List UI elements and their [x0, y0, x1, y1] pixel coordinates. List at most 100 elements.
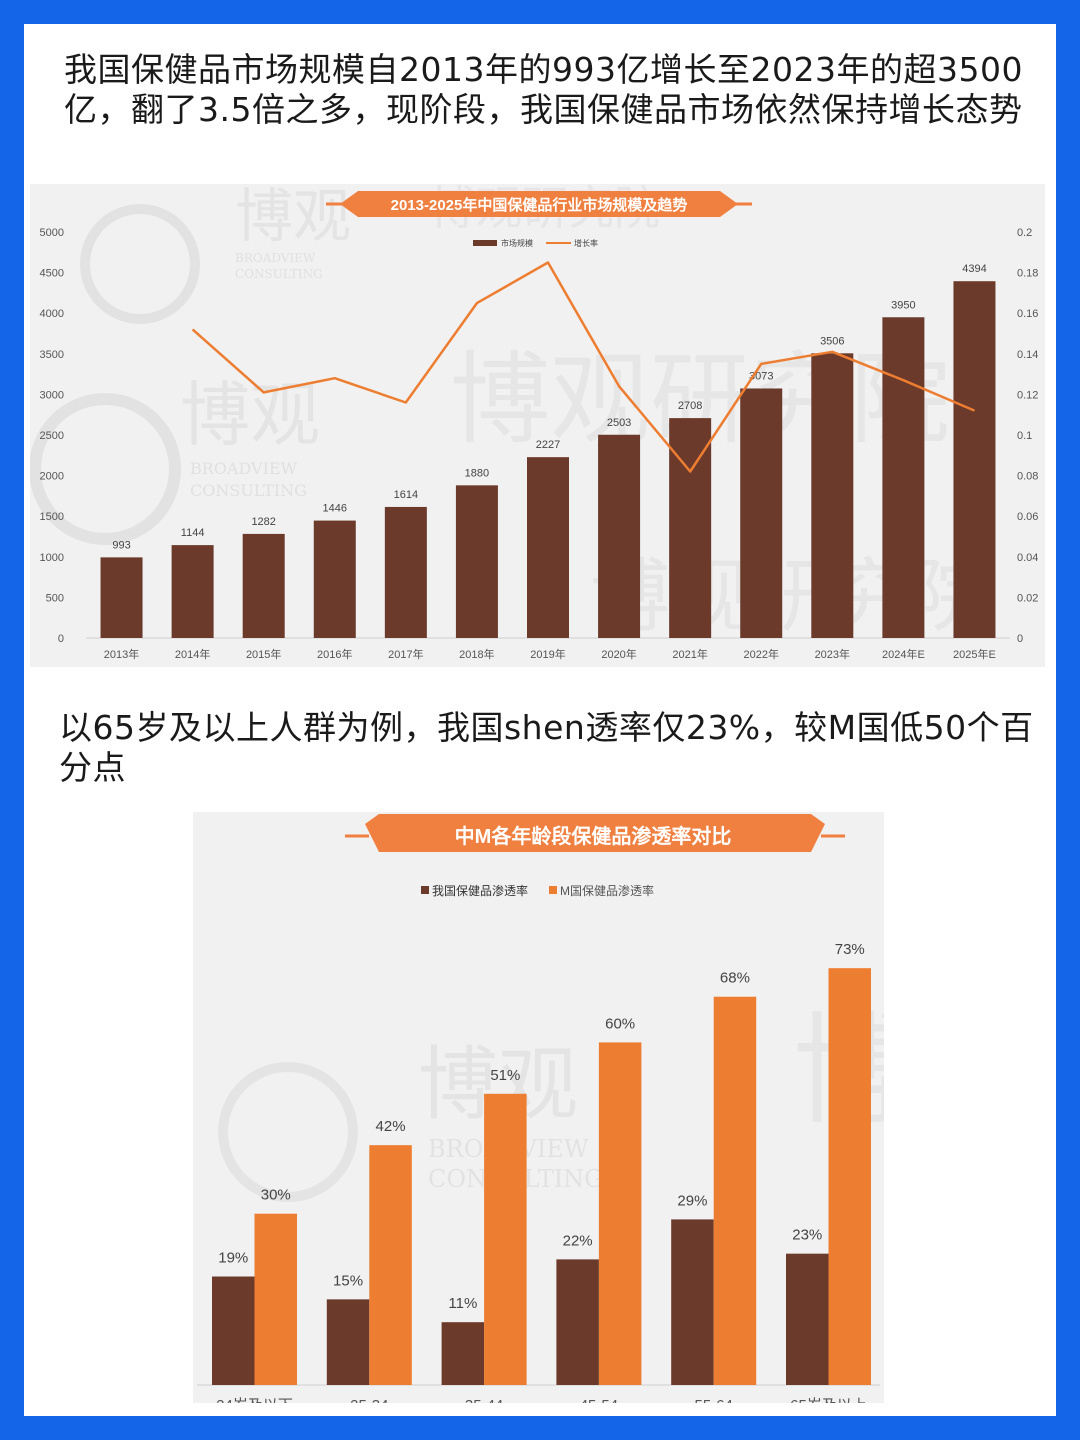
watermark-brand-en-4: CONSULTING: [190, 481, 307, 500]
y-left-tick-3: 1500: [40, 511, 64, 523]
x-label-4: 55-64: [695, 1397, 733, 1403]
y-right-tick-7: 0.14: [1017, 349, 1038, 361]
chart2-watermark: 博观 BROADVIEW CONSULTING 博观: [218, 1002, 884, 1202]
bar-label-0: 993: [112, 539, 130, 551]
chart1-bar-labels: 9931144128214461614188022272503270830733…: [112, 263, 986, 551]
chart1-y-axis-left: 0 500 1000 1500 2000 2500 3000 3500 4000 4500 5000: [40, 227, 64, 645]
market-size-chart: 博观 BROADVIEW CONSULTING 博观 BROADVIEW CON…: [30, 184, 1045, 667]
y-left-tick-0: 0: [58, 633, 64, 645]
bar-market-size-11: [882, 317, 925, 638]
watermark-brand-cn: 博观: [235, 184, 351, 250]
legend-swatch-cn: [421, 886, 429, 894]
x-label-8: 2021年: [672, 647, 707, 661]
bar-m-0: [254, 1213, 297, 1385]
y-left-tick-1: 500: [46, 592, 64, 604]
chart1-title: 2013-2025年中国保健品行业市场规模及趋势: [391, 196, 688, 214]
x-label-5: 2018年: [459, 647, 494, 661]
bar-label-cn-3: 22%: [563, 1232, 593, 1249]
legend-label-growth-rate: 增长率: [574, 238, 598, 248]
bar-label-2: 1282: [251, 516, 275, 528]
chart2-legend: 我国保健品渗透率 M国保健品渗透率: [421, 883, 654, 898]
bar-label-8: 2708: [678, 400, 702, 412]
bar-cn-4: [671, 1219, 714, 1385]
x-label-1: 2014年: [175, 647, 210, 661]
x-label-4: 2017年: [388, 647, 423, 661]
y-left-tick-4: 2000: [40, 471, 64, 483]
legend-swatch-market-size: [473, 240, 497, 246]
y-right-tick-10: 0.2: [1017, 227, 1032, 239]
chart2-x-labels: 24岁及以下 25-34 35-44 45-54 55-64 65岁及以上: [216, 1397, 867, 1403]
y-right-tick-2: 0.04: [1017, 552, 1038, 564]
bar-cn-2: [441, 1322, 485, 1385]
x-label-11: 2024年E: [882, 647, 925, 661]
watermark-brand-en-1: BROADVIEW: [235, 251, 316, 265]
bar-label-12: 4394: [962, 263, 986, 275]
chart1-banner: 2013-2025年中国保健品行业市场规模及趋势: [326, 191, 752, 217]
bar-market-size-9: [740, 388, 783, 638]
y-right-tick-6: 0.12: [1017, 389, 1038, 401]
bar-market-size-0: [100, 557, 143, 638]
bar-label-m-5: 73%: [835, 941, 865, 958]
bar-cn-3: [556, 1259, 599, 1385]
x-label-1: 25-34: [350, 1397, 388, 1403]
watermark-brand-en-2: CONSULTING: [235, 267, 323, 281]
bar-market-size-6: [527, 457, 569, 638]
bar-label-m-2: 51%: [490, 1067, 520, 1084]
bar-label-6: 2227: [536, 439, 560, 451]
legend-swatch-m: [549, 886, 557, 894]
bar-m-4: [713, 996, 757, 1385]
bar-label-cn-2: 11%: [448, 1295, 477, 1312]
bar-label-4: 1614: [394, 489, 418, 501]
watermark-brand-cn-2: 博观: [180, 374, 320, 456]
y-right-tick-3: 0.06: [1017, 511, 1038, 523]
chart1-y-axis-right: 0 0.02 0.04 0.06 0.08 0.1 0.12 0.14 0.16 0.18 0.2: [1017, 227, 1038, 645]
bar-label-cn-4: 29%: [677, 1192, 707, 1209]
growth-rate-line: [191, 261, 975, 473]
y-left-tick-7: 3500: [40, 349, 64, 361]
bar-label-11: 3950: [891, 299, 915, 311]
x-label-7: 2020年: [601, 647, 636, 661]
bar-cn-1: [326, 1299, 370, 1385]
bar-label-7: 2503: [607, 417, 631, 429]
y-left-tick-10: 5000: [40, 227, 64, 239]
bar-label-m-3: 60%: [605, 1015, 635, 1032]
x-label-6: 2019年: [530, 647, 565, 661]
chart2-bars: [212, 968, 871, 1385]
chart2-bar-labels: 19% 30% 15% 42% 11% 51% 22% 60% 29% 68% 23% 73%: [218, 941, 865, 1312]
bar-cn-0: [212, 1276, 255, 1385]
chart1-bars: [100, 281, 996, 638]
bar-market-size-1: [171, 545, 214, 638]
y-left-tick-9: 4500: [40, 268, 64, 280]
bar-label-m-1: 42%: [376, 1118, 406, 1135]
x-label-2: 2015年: [246, 647, 281, 661]
chart1-x-labels: 2013年 2014年 2015年 2016年 2017年 2018年 2019年 2020年…: [104, 647, 996, 661]
chart2-title: 中M各年龄段保健品渗透率对比: [455, 824, 732, 848]
chart2-banner: 中M各年龄段保健品渗透率对比: [345, 814, 845, 852]
bar-label-cn-5: 23%: [792, 1227, 822, 1244]
heading-penetration: 以65岁及以上人群为例，我国shen透率仅23%，较M国低50个百分点: [59, 708, 1034, 787]
watermark-brand-en-3: BROADVIEW: [190, 459, 298, 478]
bar-market-size-7: [598, 434, 641, 638]
bar-market-size-2: [242, 533, 285, 638]
bar-market-size-10: [811, 353, 854, 638]
y-right-tick-1: 0.02: [1017, 592, 1038, 604]
bar-market-size-12: [953, 281, 996, 638]
bar-label-m-4: 68%: [720, 970, 750, 987]
bar-label-cn-1: 15%: [333, 1272, 363, 1289]
watermark-research-2: 博观研究院: [590, 550, 990, 643]
x-label-9: 2022年: [743, 647, 778, 661]
x-label-5: 65岁及以上: [790, 1397, 867, 1403]
y-right-tick-5: 0.1: [1017, 430, 1032, 442]
y-right-tick-9: 0.18: [1017, 268, 1038, 280]
bar-m-1: [369, 1145, 412, 1385]
bar-m-2: [484, 1093, 527, 1385]
heading-market-size: 我国保健品市场规模自2013年的993亿增长至2023年的超3500亿，翻了3.…: [64, 50, 1023, 129]
bar-label-5: 1880: [465, 467, 489, 479]
bar-label-1: 1144: [181, 527, 205, 539]
x-label-2: 35-44: [465, 1397, 503, 1403]
content-card: 我国保健品市场规模自2013年的993亿增长至2023年的超3500亿，翻了3.…: [24, 24, 1056, 1416]
bar-market-size-5: [455, 485, 498, 638]
legend-label-market-size: 市场规模: [501, 238, 533, 248]
y-left-tick-6: 3000: [40, 389, 64, 401]
bar-label-cn-0: 19%: [218, 1250, 248, 1267]
